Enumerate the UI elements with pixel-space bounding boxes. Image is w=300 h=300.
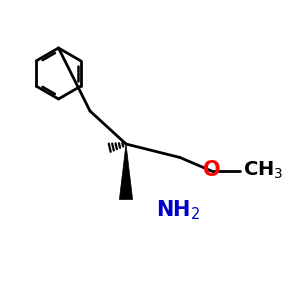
Polygon shape (119, 144, 133, 200)
Text: NH$_2$: NH$_2$ (156, 198, 200, 222)
Text: CH$_3$: CH$_3$ (243, 159, 284, 181)
Text: O: O (203, 160, 220, 179)
